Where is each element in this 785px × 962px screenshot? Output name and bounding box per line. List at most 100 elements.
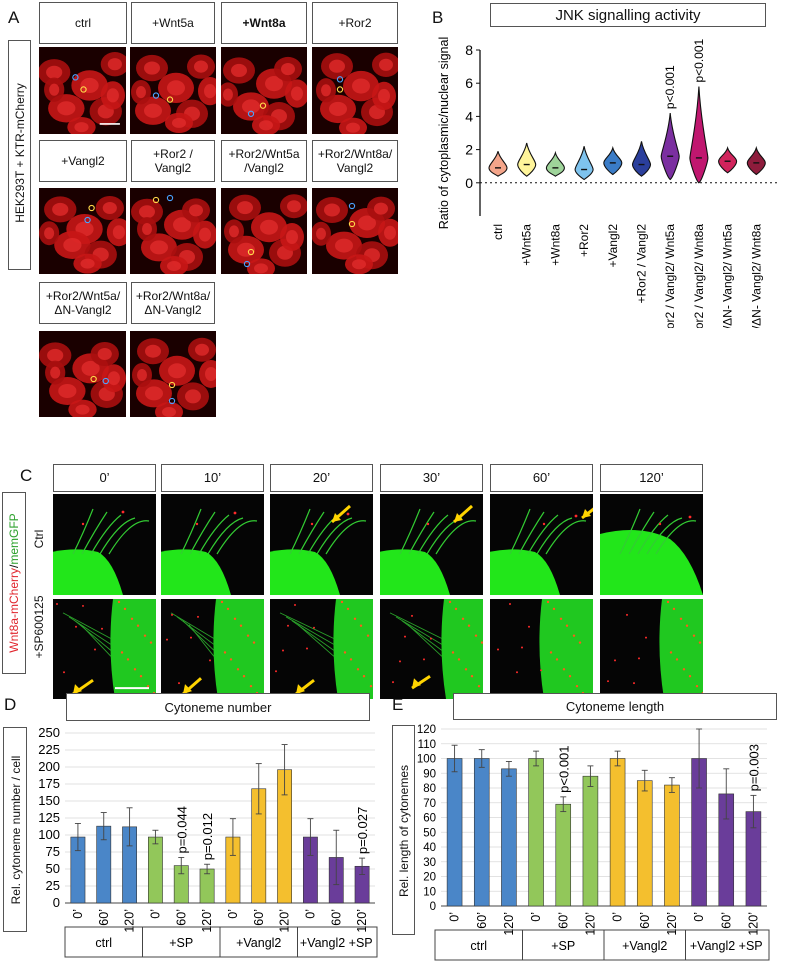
cell-nucleus (80, 77, 99, 94)
cell-nucleus (44, 227, 55, 240)
wnt-puncta (306, 647, 308, 650)
wnt-puncta (226, 607, 230, 611)
y-tick-label: 8 (465, 42, 473, 58)
micrograph-c-ctrl (380, 494, 483, 595)
wnt-puncta (130, 617, 134, 620)
wnt-puncta (139, 675, 143, 678)
wnt-puncta (220, 600, 224, 604)
wnt-puncta (126, 658, 130, 661)
y-tick-label: 50 (423, 827, 436, 839)
x-tick-label: 0’ (303, 909, 317, 919)
x-tick-label: +Ror2 / Vangl2/ Wnt8a (692, 224, 706, 328)
wnt-puncta (578, 641, 582, 644)
cell-nucleus (172, 117, 186, 128)
micrograph-c-sp600125 (600, 599, 703, 699)
micrograph-a-wnt5a (130, 47, 216, 134)
measurement-circle (88, 204, 95, 212)
cytoneme (188, 624, 215, 657)
x-tick-label: 120’ (355, 909, 369, 933)
cytoneme (180, 508, 202, 555)
micrograph-a-vangl2 (39, 188, 126, 274)
measurement-circle (259, 102, 267, 109)
panel-a-side-box: HEK293T + KTR-mCherry (8, 40, 31, 270)
micrograph-svg (39, 331, 126, 417)
bar (446, 758, 463, 907)
wnt-puncta (411, 614, 413, 617)
cell-nucleus (150, 240, 168, 255)
micrograph-svg (130, 331, 216, 417)
wnt-puncta (75, 625, 77, 628)
cell-nucleus (358, 215, 376, 231)
cell-nucleus (229, 225, 239, 238)
wnt-puncta (209, 659, 211, 662)
wnt-puncta (559, 617, 563, 620)
panel-a-header: +Ror2 / Vangl2 (131, 140, 215, 182)
cytoneme (297, 624, 335, 657)
cytoneme (399, 508, 421, 555)
y-tick-label: 10 (423, 886, 436, 898)
cell-membrane (659, 599, 703, 699)
cell-nucleus (74, 122, 89, 133)
wnt-puncta (392, 681, 394, 684)
bar (636, 780, 653, 907)
wnt-puncta (197, 615, 199, 618)
group-label: +Vangl2 (622, 939, 667, 953)
cell-nucleus (335, 238, 353, 253)
chart-b-title: JNK signalling activity (555, 6, 701, 24)
x-tick-label: 120’ (200, 909, 214, 933)
measurement-circle (72, 74, 79, 81)
cell-nucleus (144, 61, 160, 75)
wnt-puncta (313, 626, 315, 629)
wnt-puncta (282, 649, 284, 652)
measurement-circle (348, 220, 356, 228)
panel-c-side-box: Wnt8a-mCherry/memGFP (2, 492, 26, 674)
arrow-head (296, 684, 305, 695)
cell-nucleus (75, 404, 90, 415)
micrograph-svg (270, 599, 373, 699)
cell-nucleus (58, 384, 77, 398)
cytoneme (316, 517, 353, 555)
chart-d-title: Cytoneme number (164, 699, 272, 715)
cell-nucleus (49, 83, 60, 96)
micrograph-svg (380, 494, 483, 595)
wnt-puncta (399, 660, 401, 663)
cell-nucleus (265, 76, 283, 92)
cytoneme (90, 514, 122, 555)
wnt-puncta (81, 522, 85, 526)
y-tick-label: 150 (38, 793, 60, 808)
cell-nucleus (223, 88, 233, 101)
y-tick-label: 100 (417, 754, 436, 766)
y-tick-label: 0 (430, 901, 436, 913)
y-tick-label: 125 (38, 810, 60, 825)
group-label: +Vangl2 +SP (690, 939, 763, 953)
group-label: ctrl (95, 936, 112, 950)
measurement-circle (152, 92, 160, 99)
measurement-circle (336, 86, 344, 93)
wnt-puncta (236, 668, 240, 671)
wnt-puncta (633, 682, 635, 685)
violin-chart: 0 2 4 6 8 Ratio of cytoplasmic/nuclear signal… (437, 37, 777, 328)
cell-nucleus (112, 225, 125, 240)
x-tick-label: 0’ (148, 909, 162, 919)
cell-nucleus (286, 230, 298, 244)
chart-b-title-box: JNK signalling activity (490, 3, 766, 27)
wnt-puncta (675, 658, 679, 661)
wnt-puncta (549, 651, 553, 654)
cell-nucleus (205, 367, 216, 381)
cytoneme (389, 612, 443, 640)
wnt-puncta (645, 636, 647, 639)
cell-nucleus (254, 263, 268, 274)
cytoneme (189, 511, 216, 555)
x-tick-label: 120’ (123, 909, 137, 933)
cell-nucleus (374, 202, 388, 215)
measurement-circle (168, 397, 176, 405)
arrow-head (412, 678, 421, 689)
x-tick-label: 120’ (583, 912, 597, 936)
wnt-puncta (340, 600, 344, 604)
wnt-puncta (229, 658, 233, 661)
wnt-puncta (692, 634, 696, 637)
micrograph-svg (161, 599, 264, 699)
measurement-circle (80, 86, 87, 93)
cell-nucleus (144, 103, 162, 118)
x-tick-label: +Ror2 /ΔN- Vangl2/ Wnt5a (721, 224, 735, 328)
